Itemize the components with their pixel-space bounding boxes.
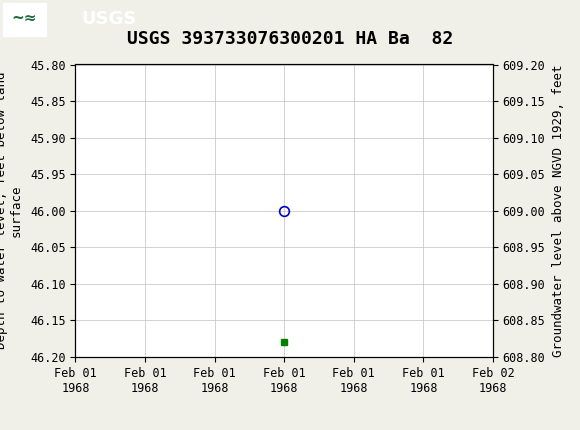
Text: USGS: USGS: [81, 10, 136, 28]
Text: ~≈: ~≈: [12, 11, 37, 26]
Bar: [3, 3, 46, 36]
Y-axis label: Groundwater level above NGVD 1929, feet: Groundwater level above NGVD 1929, feet: [552, 64, 566, 357]
Y-axis label: Depth to water level, feet below land
surface: Depth to water level, feet below land su…: [0, 72, 23, 350]
Text: USGS 393733076300201 HA Ba  82: USGS 393733076300201 HA Ba 82: [127, 30, 453, 48]
